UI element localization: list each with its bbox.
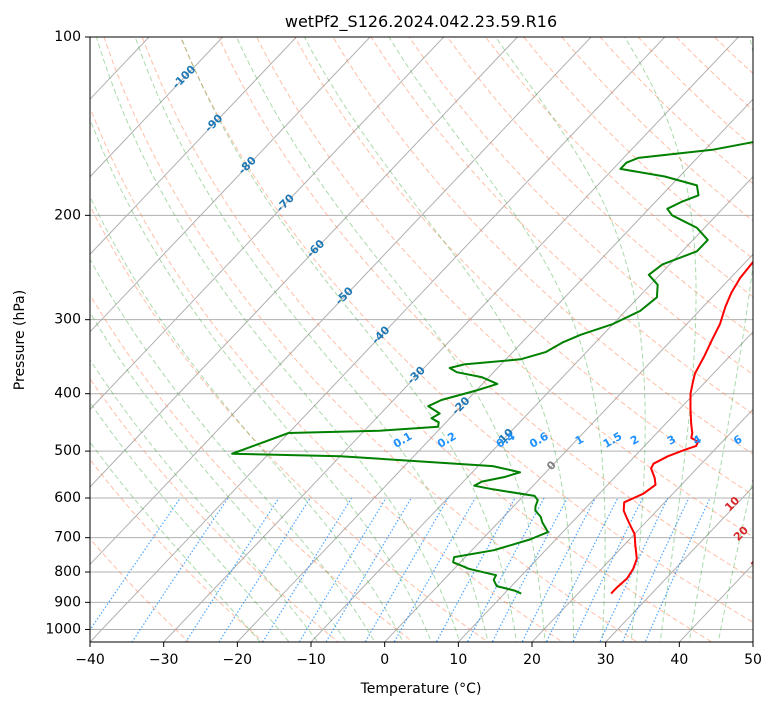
mixing-ratio-line [90,497,181,631]
moist-adiabat-line [90,118,432,642]
moist-adiabat-line [717,476,753,642]
dry-adiabat-line [217,37,753,580]
moist-adiabat-line [134,37,489,642]
moist-adiabat-line [90,258,376,642]
isotherm-line [383,253,753,642]
dry-adiabat-line [90,377,340,642]
y-tick-label: 500 [54,443,81,459]
x-tick-label: −30 [149,652,179,668]
y-tick-label: 700 [54,530,81,546]
isotherm-line [90,37,371,333]
y-tick-label: 600 [54,490,81,506]
mixing-ratio-line [491,497,568,642]
dry-adiabat-line [90,458,265,642]
y-tick-label: 800 [54,564,81,580]
x-tick-label: −40 [75,652,105,668]
plot-frame [89,36,754,643]
isotherm-line [162,37,740,642]
isotherm-line [531,408,753,642]
data-lines [231,141,753,595]
moist-adiabat-line [90,195,404,642]
x-axis: −40 −30 −20 −10 0 10 20 30 40 50 [75,642,762,668]
x-tick-label: 20 [523,652,541,668]
x-tick-label: 50 [744,652,762,668]
x-tick-label: 30 [597,652,615,668]
mixing-ratio-line [599,497,669,642]
mixing-ratio-line [621,497,690,642]
isotherm-line [90,37,445,411]
isotherm-line [310,176,753,642]
x-tick-label: −20 [223,652,253,668]
mixing-ratio-line [298,497,387,642]
moist-adiabat-line [688,37,753,642]
moist-adiabat-line [90,311,347,642]
dry-adiabat-line [90,204,489,642]
moist-adiabat-line [388,37,606,642]
x-tick-label: 40 [670,652,688,668]
moist-adiabat-line [236,37,546,642]
dry-adiabat-line [294,37,753,496]
dewpoint-profile-line [231,141,753,595]
dry-adiabat-line [332,37,753,455]
moist-adiabat-line [180,37,518,642]
mixing-ratio-line [521,497,596,642]
y-tick-label: 200 [54,207,81,223]
y-tick-label: 900 [54,594,81,610]
mixing-ratio-line [262,497,353,642]
dry-adiabat-line [90,293,414,642]
moist-adiabat-label: 40 [769,580,775,600]
y-tick-label: 100 [54,29,81,45]
plot-background [90,37,753,642]
mixing-ratio-line [393,497,476,642]
mixing-ratio-line [466,497,545,642]
isotherm-line [90,37,298,256]
background-lines [90,10,775,654]
isotherm-line [236,98,753,642]
mixing-ratio-line [218,497,311,642]
mixing-ratio-line [545,497,619,642]
dry-adiabat-line [762,10,775,654]
isotherm-line [90,37,666,642]
dry-adiabat-line [90,106,564,642]
mixing-ratio-line [131,497,229,642]
moist-adiabat-label: 30 [748,552,768,572]
mixing-ratio-line [364,497,449,642]
x-tick-label: 0 [380,652,389,668]
mixing-ratio-line [572,497,644,642]
mixing-ratio-label: 8 [757,433,770,448]
x-tick-label: −10 [296,652,326,668]
y-axis-label: Pressure (hPa) [12,290,28,390]
moist-adiabat-line [90,358,319,642]
temperature-profile-line [610,260,753,595]
x-tick-label: 10 [449,652,467,668]
moist-adiabat-line [495,37,646,642]
moist-adiabat-line [303,37,575,642]
isotherm-line [604,486,753,642]
moist-adiabat-line [624,37,697,642]
moist-adiabat-line [95,37,461,642]
y-tick-label: 300 [54,312,81,328]
isotherm-line [90,37,592,566]
y-tick-label: 400 [54,386,81,402]
dry-adiabat-line [179,37,753,623]
isotherm-line [90,37,519,488]
y-tick-label: 1000 [45,621,81,637]
x-axis-label: Temperature (°C) [360,681,482,697]
dry-adiabat-line [141,37,713,642]
y-axis: 100 200 300 400 500 600 700 800 900 1000 [45,29,90,637]
dry-adiabat-line [446,37,753,336]
dry-adiabat-line [484,37,753,298]
isotherm-line [90,37,224,178]
mixing-ratio-line [644,497,711,642]
chart-title: wetPf2_S126.2024.042.23.59.R16 [285,12,557,32]
